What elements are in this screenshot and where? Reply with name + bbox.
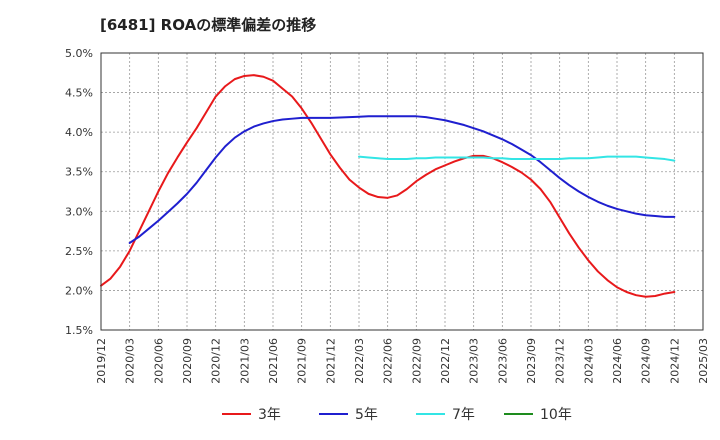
x-tick-label: 2024/09	[640, 338, 653, 384]
chart-title: [6481] ROAの標準偏差の推移	[100, 16, 317, 34]
series-line-1	[100, 74, 676, 298]
x-tick-label: 2025/03	[697, 338, 710, 384]
y-tick-label: 2.0%	[65, 284, 93, 297]
y-tick-label: 3.0%	[65, 205, 93, 218]
x-tick-label: 2023/09	[525, 338, 538, 384]
legend-item: 3年	[222, 407, 281, 423]
x-tick-label: 2021/12	[324, 338, 337, 384]
x-tick-label: 2020/12	[210, 338, 223, 384]
legend-label: 7年	[452, 407, 475, 423]
y-tick-label: 1.5%	[65, 324, 93, 337]
x-tick-label: 2024/03	[582, 338, 595, 384]
plot-border	[100, 52, 704, 331]
x-tick-label: 2022/06	[382, 338, 395, 384]
legend-label: 5年	[355, 407, 378, 423]
series-line-2	[128, 115, 676, 244]
y-tick-label: 3.5%	[65, 166, 93, 179]
x-tick-label: 2022/12	[439, 338, 452, 384]
x-tick-label: 2020/09	[181, 338, 194, 384]
legend-label: 3年	[258, 407, 281, 423]
legend-label: 10年	[540, 407, 572, 423]
series-line-3	[358, 155, 676, 162]
x-tick-label: 2020/03	[124, 338, 137, 384]
x-tick-label: 2022/03	[353, 338, 366, 384]
y-tick-label: 2.5%	[65, 245, 93, 258]
x-tick-label: 2019/12	[95, 338, 108, 384]
legend-item: 10年	[504, 407, 572, 423]
x-tick-label: 2023/12	[554, 338, 567, 384]
x-tick-label: 2021/03	[238, 338, 251, 384]
legend-item: 5年	[319, 407, 378, 423]
y-tick-label: 5.0%	[65, 47, 93, 60]
legend-item: 7年	[416, 407, 475, 423]
x-tick-label: 2021/09	[296, 338, 309, 384]
x-tick-label: 2023/06	[496, 338, 509, 384]
y-tick-label: 4.5%	[65, 87, 93, 100]
x-tick-label: 2021/06	[267, 338, 280, 384]
x-tick-label: 2020/06	[152, 338, 165, 384]
y-tick-label: 4.0%	[65, 126, 93, 139]
x-tick-label: 2022/09	[410, 338, 423, 384]
x-tick-label: 2024/12	[668, 338, 681, 384]
x-tick-label: 2023/03	[468, 338, 481, 384]
x-tick-label: 2024/06	[611, 338, 624, 384]
